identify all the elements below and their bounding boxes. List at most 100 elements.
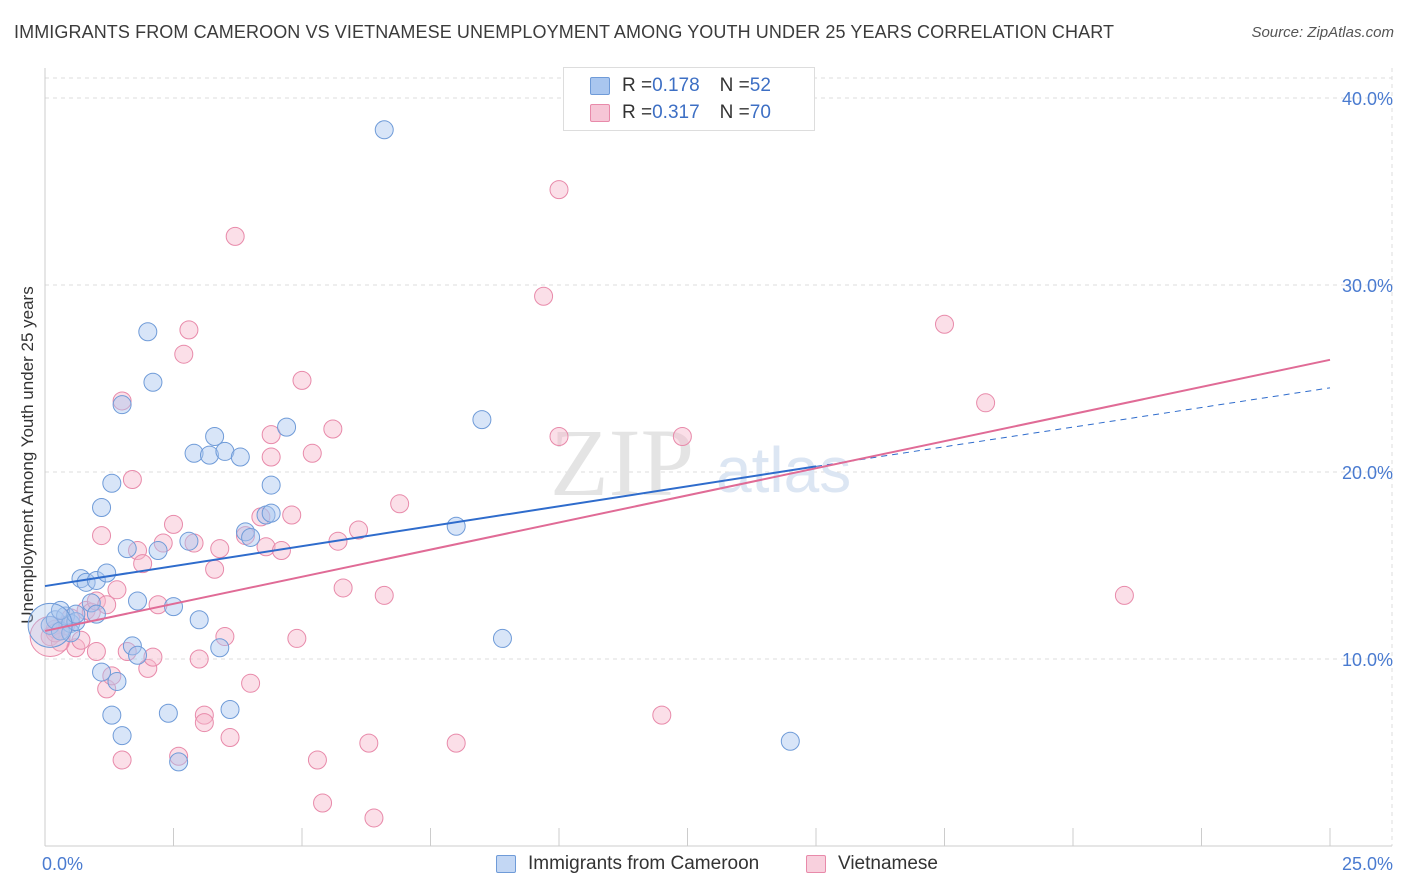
tick-labels: 10.0% 20.0% 30.0% 40.0% 0.0% 25.0% — [42, 89, 1393, 874]
x-tick-label: 25.0% — [1342, 854, 1393, 874]
data-point-vietnamese — [92, 526, 112, 546]
watermark-atlas: atlas — [716, 434, 851, 506]
data-point-vietnamese — [169, 746, 189, 766]
data-point-vietnamese — [71, 630, 91, 650]
source-label: Source: ZipAtlas.com — [1251, 24, 1394, 41]
data-point-vietnamese — [390, 494, 410, 514]
y-tick-label: 30.0% — [1342, 276, 1393, 296]
data-point-vietnamese — [349, 520, 369, 540]
data-point-cameroon — [112, 395, 132, 415]
data-point-vietnamese — [1114, 585, 1134, 605]
data-point-vietnamese — [549, 426, 569, 446]
data-point-cameroon — [472, 410, 492, 430]
data-point-cameroon — [92, 662, 112, 682]
data-point-cameroon — [148, 541, 168, 561]
legend-swatch-pink — [590, 104, 610, 122]
watermark: ZIP atlas — [550, 409, 851, 516]
trend-line-cameroon — [44, 465, 817, 588]
data-point-cameroon — [102, 473, 122, 493]
data-point-vietnamese — [935, 314, 954, 334]
trend-lines — [44, 358, 1331, 632]
y-tick-label: 20.0% — [1342, 463, 1393, 483]
data-point-cameroon — [492, 628, 512, 648]
data-point-vietnamese — [179, 320, 199, 340]
y-tick-label: 40.0% — [1342, 89, 1393, 109]
legend-n-value: 52 — [749, 75, 771, 96]
trend-line-vietnamese — [44, 358, 1331, 632]
data-point-vietnamese — [313, 793, 333, 813]
data-point-cameroon — [261, 503, 281, 523]
data-point-vietnamese — [302, 443, 322, 463]
data-point-vietnamese — [164, 514, 183, 534]
data-point-cameroon — [158, 703, 178, 723]
data-point-vietnamese — [117, 642, 137, 662]
data-point-cameroon — [205, 426, 225, 446]
chart-title: IMMIGRANTS FROM CAMEROON VS VIETNAMESE U… — [14, 22, 1115, 42]
data-point-cameroon — [128, 591, 148, 611]
data-point-cameroon — [128, 645, 148, 665]
data-point-cameroon — [210, 638, 230, 658]
data-point-vietnamese — [122, 469, 142, 489]
legend-row-vietnamese: R = 0.317 N = 70 — [590, 101, 771, 125]
data-point-vietnamese — [220, 728, 240, 748]
legend-swatch-blue — [590, 77, 610, 95]
data-point-cameroon — [50, 600, 70, 620]
data-point-vietnamese — [102, 666, 122, 686]
data-point-vietnamese — [652, 705, 672, 725]
data-point-vietnamese — [189, 649, 209, 669]
bottom-swatch-pink — [806, 855, 826, 873]
trend-line-cameroon-extension — [815, 387, 1331, 467]
data-point-vietnamese — [323, 419, 343, 439]
bottom-legend-label-vietnamese: Vietnamese — [838, 853, 938, 874]
data-point-cameroon — [446, 516, 466, 536]
data-point-cameroon — [374, 120, 394, 140]
axes: Unemployment Among Youth under 25 years — [18, 68, 1392, 847]
data-point-vietnamese — [205, 559, 225, 579]
data-point-cameroon — [92, 498, 112, 518]
data-point-cameroon — [138, 322, 158, 342]
data-point-vietnamese — [534, 286, 554, 306]
legend-n-label: N = — [719, 75, 750, 96]
data-point-vietnamese — [210, 539, 230, 559]
legend-n-value: 70 — [749, 102, 771, 123]
data-point-cameroon — [199, 445, 219, 465]
data-point-cameroon — [261, 475, 281, 495]
data-point-vietnamese — [138, 658, 158, 678]
data-point-vietnamese — [86, 642, 106, 662]
data-point-cameroon — [780, 731, 800, 751]
data-point-cameroon — [220, 699, 240, 719]
data-point-vietnamese — [364, 808, 384, 828]
data-point-vietnamese — [215, 627, 235, 647]
data-point-cameroon — [112, 726, 132, 746]
data-point-cameroon — [97, 563, 117, 583]
data-point-cameroon — [164, 597, 183, 617]
data-point-cameroon — [277, 417, 297, 437]
data-point-cameroon — [241, 527, 261, 547]
data-point-vietnamese — [107, 580, 127, 600]
data-point-cameroon — [143, 372, 163, 392]
data-point-vietnamese — [287, 628, 307, 648]
bottom-swatch-blue — [496, 855, 516, 873]
data-point-cameroon — [235, 522, 255, 542]
data-point-cameroon — [189, 610, 209, 630]
data-point-vietnamese — [133, 554, 153, 574]
legend-r-label: R = — [622, 102, 653, 123]
data-point-cameroon — [81, 593, 101, 613]
data-point-vietnamese — [261, 447, 281, 467]
data-point-vietnamese — [976, 393, 996, 413]
data-point-vietnamese — [333, 578, 353, 598]
y-tick-label: 10.0% — [1342, 650, 1393, 670]
legend-r-value: 0.317 — [652, 102, 700, 123]
data-point-cameroon — [117, 539, 137, 559]
data-point-vietnamese — [359, 733, 379, 753]
data-point-cameroon — [169, 752, 189, 772]
legend-n-label: N = — [719, 102, 750, 123]
data-point-vietnamese — [549, 180, 569, 200]
data-point-cameroon — [107, 671, 127, 691]
data-point-cameroon — [122, 636, 142, 656]
bottom-legend-vietnamese: Vietnamese — [806, 852, 938, 876]
data-point-vietnamese — [307, 750, 327, 770]
data-point-vietnamese — [446, 733, 466, 753]
data-point-vietnamese — [374, 585, 394, 605]
